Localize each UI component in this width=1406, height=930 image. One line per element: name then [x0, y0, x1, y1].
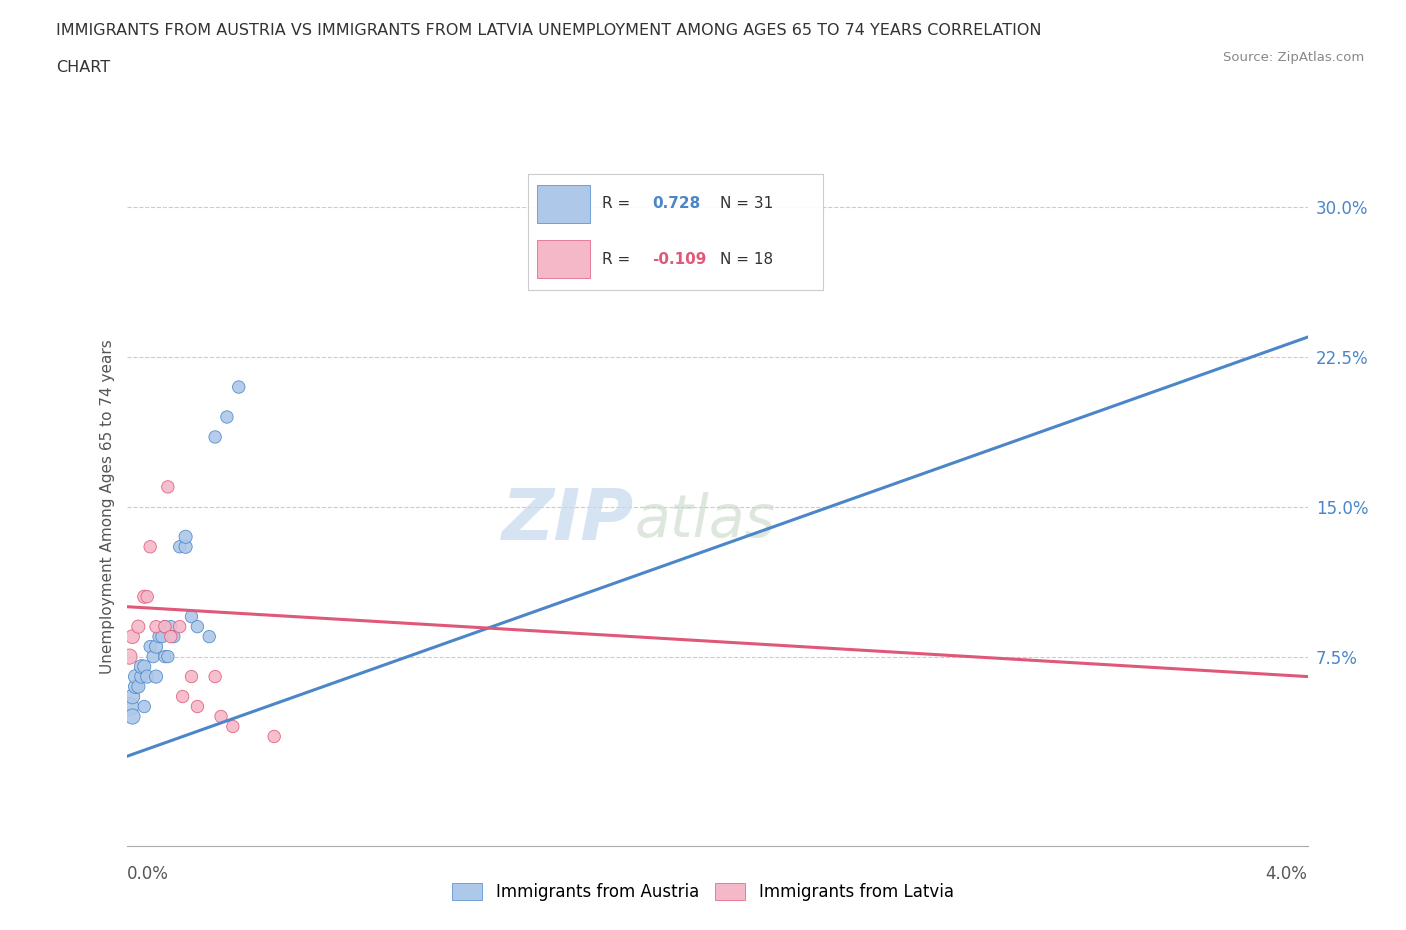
- Point: [209, 709, 232, 724]
- Point: [139, 639, 162, 654]
- Point: [134, 590, 156, 604]
- Point: [118, 699, 141, 714]
- Point: [198, 630, 221, 644]
- Point: [153, 619, 176, 634]
- Point: [153, 619, 176, 634]
- Point: [186, 699, 208, 714]
- Text: CHART: CHART: [56, 60, 110, 75]
- Point: [180, 670, 202, 684]
- Text: IMMIGRANTS FROM AUSTRIA VS IMMIGRANTS FROM LATVIA UNEMPLOYMENT AMONG AGES 65 TO : IMMIGRANTS FROM AUSTRIA VS IMMIGRANTS FR…: [56, 23, 1042, 38]
- Text: 4.0%: 4.0%: [1265, 865, 1308, 883]
- Point: [204, 670, 226, 684]
- Point: [118, 649, 141, 664]
- Point: [180, 609, 202, 624]
- Point: [121, 689, 143, 704]
- Point: [136, 670, 159, 684]
- Point: [204, 430, 226, 445]
- Point: [134, 659, 156, 674]
- Point: [156, 649, 179, 664]
- Point: [121, 709, 143, 724]
- Point: [145, 670, 167, 684]
- Point: [156, 480, 179, 495]
- Point: [160, 630, 183, 644]
- Point: [124, 679, 146, 694]
- Text: atlas: atlas: [634, 492, 775, 549]
- Point: [127, 619, 149, 634]
- Legend: Immigrants from Austria, Immigrants from Latvia: Immigrants from Austria, Immigrants from…: [446, 876, 960, 908]
- Point: [263, 729, 285, 744]
- Point: [139, 539, 162, 554]
- Point: [124, 670, 146, 684]
- Point: [145, 619, 167, 634]
- Point: [121, 630, 143, 644]
- Point: [186, 619, 208, 634]
- Point: [129, 659, 153, 674]
- Point: [150, 630, 173, 644]
- Point: [169, 539, 191, 554]
- Point: [163, 630, 186, 644]
- Point: [134, 699, 156, 714]
- Text: ZIP: ZIP: [502, 486, 634, 555]
- Point: [160, 619, 183, 634]
- Point: [148, 630, 170, 644]
- Point: [127, 679, 149, 694]
- Point: [145, 639, 167, 654]
- Y-axis label: Unemployment Among Ages 65 to 74 years: Unemployment Among Ages 65 to 74 years: [100, 339, 115, 674]
- Point: [222, 719, 245, 734]
- Point: [136, 590, 159, 604]
- Point: [174, 539, 197, 554]
- Point: [228, 379, 250, 394]
- Point: [129, 670, 153, 684]
- Point: [215, 409, 238, 424]
- Text: 0.0%: 0.0%: [127, 865, 169, 883]
- Text: Source: ZipAtlas.com: Source: ZipAtlas.com: [1223, 51, 1364, 64]
- Point: [153, 649, 176, 664]
- Point: [169, 619, 191, 634]
- Point: [142, 649, 165, 664]
- Point: [174, 529, 197, 544]
- Point: [172, 689, 194, 704]
